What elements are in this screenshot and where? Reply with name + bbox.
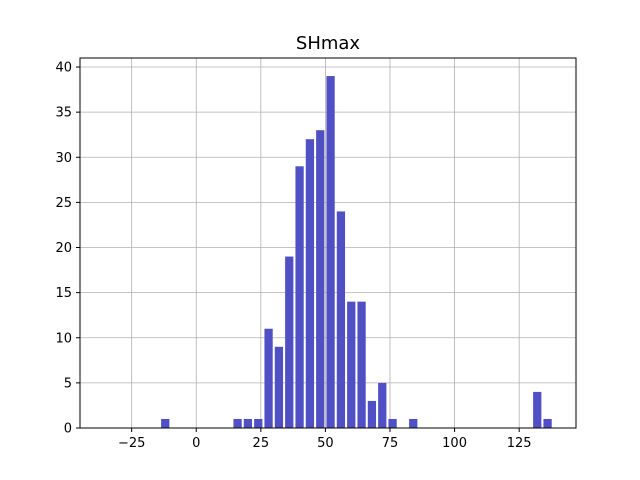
- chart-title: SHmax: [296, 33, 361, 54]
- bar-15: [378, 382, 387, 428]
- y-tick-label-6: 30: [55, 151, 72, 166]
- x-tick-label-0: −25: [118, 436, 145, 451]
- bar-12: [347, 301, 356, 428]
- y-tick-label-0: 0: [64, 422, 72, 437]
- bar-8: [305, 139, 315, 428]
- bar-19: [543, 418, 552, 428]
- y-tick-label-8: 40: [55, 61, 72, 76]
- y-tick-label-5: 25: [55, 196, 72, 211]
- bar-0: [161, 418, 170, 428]
- x-tick-label-2: 25: [253, 436, 270, 451]
- bar-16: [388, 418, 397, 428]
- y-tick-label-2: 10: [55, 331, 72, 346]
- x-tick-label-3: 50: [317, 436, 334, 451]
- x-tick-label-6: 125: [507, 436, 532, 451]
- bar-9: [316, 130, 325, 428]
- plot-frame: [79, 57, 577, 429]
- bar-6: [285, 256, 294, 428]
- y-tick-label-3: 15: [55, 286, 72, 301]
- bar-2: [243, 418, 253, 428]
- y-tick-label-1: 5: [64, 376, 72, 391]
- bar-4: [264, 328, 273, 428]
- y-tick-label-7: 35: [55, 106, 72, 121]
- bar-14: [367, 400, 377, 428]
- y-tick-label-4: 20: [55, 241, 72, 256]
- bar-1: [233, 418, 242, 428]
- bar-layer: [161, 76, 552, 429]
- x-tick-label-4: 75: [382, 436, 399, 451]
- axis-layer: −25 0 25 50 75 100 125 0 5 10 15 20 25 30 35 40: [55, 61, 531, 451]
- bar-3: [254, 418, 263, 428]
- bar-5: [274, 346, 284, 428]
- bar-18: [533, 391, 542, 428]
- bar-10: [326, 76, 335, 429]
- bar-13: [357, 301, 366, 428]
- x-tick-label-5: 100: [442, 436, 467, 451]
- bar-7: [295, 166, 304, 429]
- bar-11: [336, 211, 346, 428]
- bar-17: [409, 418, 418, 428]
- x-tick-label-1: 0: [192, 436, 200, 451]
